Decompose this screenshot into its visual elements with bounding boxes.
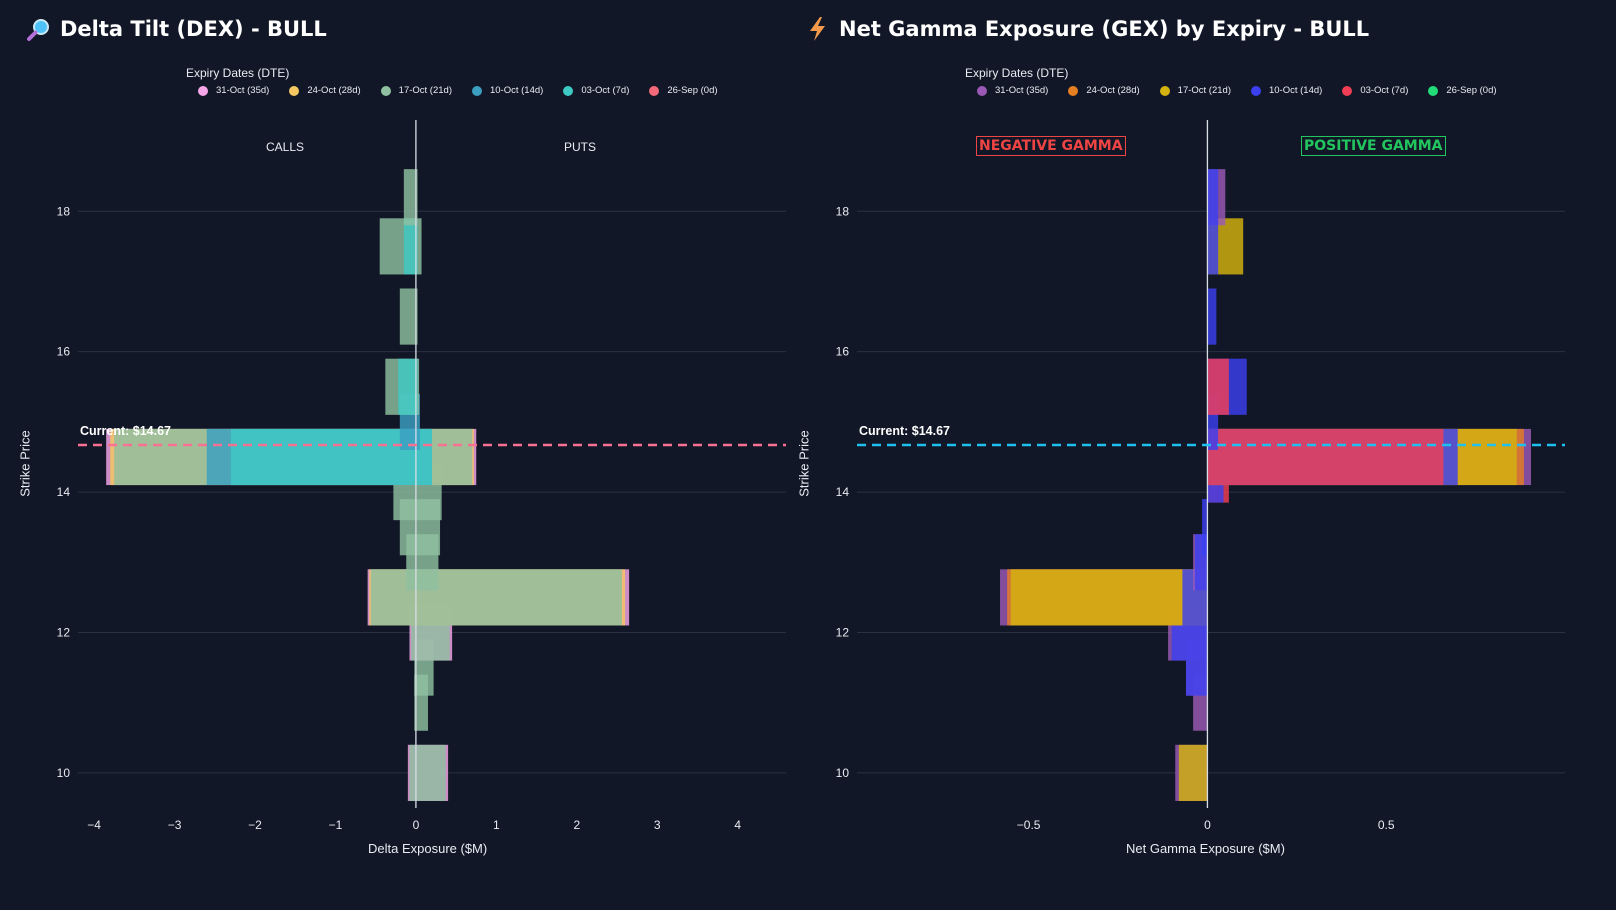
legend: 31-Oct (35d) 24-Oct (28d) 17-Oct (21d) 10-O… <box>198 85 738 96</box>
legend-swatch <box>1342 85 1353 96</box>
legend-label: 17-Oct (21d) <box>398 85 452 96</box>
y-tick-label: 12 <box>57 625 71 639</box>
legend-label: 10-Oct (14d) <box>1268 85 1323 96</box>
legend-swatch <box>649 85 660 96</box>
y-tick-label: 14 <box>57 485 71 499</box>
x-tick-label: 3 <box>654 818 661 832</box>
legend-item[interactable]: 31-Oct (35d) <box>198 85 269 96</box>
legend-item[interactable]: 26-Sep (0d) <box>1428 85 1497 96</box>
positive-gamma-label: POSITIVE GAMMA <box>1301 136 1446 156</box>
x-tick-label: −0.5 <box>1017 818 1041 832</box>
legend-swatch <box>289 85 300 96</box>
legend-swatch <box>1159 85 1170 96</box>
y-axis-label: Strike Price <box>17 430 33 497</box>
y-tick-label: 18 <box>57 204 71 218</box>
net-gamma-panel: Net Gamma Exposure (GEX) by Expiry - BUL… <box>779 0 1587 910</box>
legend-label: 03-Oct (7d) <box>1360 85 1409 96</box>
bar <box>1207 288 1217 345</box>
legend-label: 03-Oct (7d) <box>581 85 630 96</box>
bar <box>398 358 418 415</box>
puts-label: PUTS <box>564 140 597 154</box>
bar <box>230 428 432 486</box>
x-tick-label: −2 <box>248 818 262 832</box>
calls-label: CALLS <box>266 140 305 154</box>
bar <box>409 744 446 801</box>
y-tick-label: 14 <box>836 485 850 499</box>
legend-item[interactable]: 24-Oct (28d) <box>289 85 361 96</box>
legend-swatch <box>1428 85 1439 96</box>
lightning-icon <box>805 16 831 42</box>
legend-label: 17-Oct (21d) <box>1177 85 1231 96</box>
net-gamma-title-text: Net Gamma Exposure (GEX) by Expiry - BUL… <box>839 17 1370 41</box>
x-tick-label: −4 <box>87 818 101 832</box>
legend-label: 24-Oct (28d) <box>1086 85 1140 96</box>
legend-item[interactable]: 03-Oct (7d) <box>563 85 629 96</box>
legend-label: 26-Sep (0d) <box>1446 85 1497 96</box>
bar <box>1178 744 1208 801</box>
x-tick-label: 2 <box>573 818 580 832</box>
legend-item[interactable]: 03-Oct (7d) <box>1342 85 1408 96</box>
x-tick-label: 1 <box>493 818 500 832</box>
legend-title: Expiry Dates (DTE) <box>965 66 1069 80</box>
bar <box>403 169 418 226</box>
x-tick-label: 0 <box>1204 818 1211 832</box>
x-tick-label: 4 <box>734 818 741 832</box>
current-price-label: Current: $14.67 <box>859 424 951 438</box>
bar <box>1207 169 1219 226</box>
legend-item[interactable]: 17-Oct (21d) <box>1159 85 1231 96</box>
bar <box>1207 358 1229 415</box>
x-tick-label: 0.5 <box>1378 818 1395 832</box>
bar <box>1207 428 1444 486</box>
delta-tilt-panel: Delta Tilt (DEX) - BULL Expiry Dates (DT… <box>17 16 786 856</box>
y-tick-label: 12 <box>836 625 850 639</box>
x-axis-label: Net Gamma Exposure ($M) <box>1126 841 1285 856</box>
bar <box>399 288 418 345</box>
legend-label: 24-Oct (28d) <box>307 85 361 96</box>
legend: 31-Oct (35d) 24-Oct (28d) 17-Oct (21d) 10-O… <box>977 85 1517 96</box>
legend-label: 31-Oct (35d) <box>995 85 1049 96</box>
y-tick-label: 16 <box>57 345 71 359</box>
x-axis-label: Delta Exposure ($M) <box>368 841 488 856</box>
delta-tilt-title: Delta Tilt (DEX) - BULL <box>26 16 327 42</box>
legend-item[interactable]: 26-Sep (0d) <box>649 85 718 96</box>
x-tick-label: −3 <box>168 818 182 832</box>
bar <box>1207 218 1219 275</box>
legend-item[interactable]: 10-Oct (14d) <box>471 85 544 96</box>
legend-swatch <box>198 85 208 96</box>
bar <box>1202 499 1208 556</box>
legend-item[interactable]: 31-Oct (35d) <box>977 85 1048 96</box>
y-tick-label: 18 <box>836 204 850 218</box>
legend-title: Expiry Dates (DTE) <box>186 66 290 80</box>
bar <box>403 218 418 275</box>
legend-item[interactable]: 17-Oct (21d) <box>380 85 452 96</box>
y-tick-label: 16 <box>836 345 850 359</box>
legend-item[interactable]: 10-Oct (14d) <box>1250 85 1323 96</box>
legend-label: 26-Sep (0d) <box>667 85 718 96</box>
magnifier-icon <box>26 16 52 42</box>
legend-swatch <box>1250 85 1261 96</box>
bar <box>1010 569 1208 626</box>
legend-label: 31-Oct (35d) <box>216 85 270 96</box>
net-gamma-title: Net Gamma Exposure (GEX) by Expiry - BUL… <box>805 16 1369 42</box>
y-tick-label: 10 <box>57 766 71 780</box>
y-axis-label: Strike Price <box>796 430 812 497</box>
x-tick-label: −1 <box>329 818 343 832</box>
delta-tilt-title-text: Delta Tilt (DEX) - BULL <box>60 17 327 41</box>
x-tick-label: 0 <box>413 818 420 832</box>
legend-swatch <box>563 85 574 96</box>
legend-label: 10-Oct (14d) <box>489 85 544 96</box>
legend-swatch <box>471 85 482 96</box>
y-tick-label: 10 <box>836 766 850 780</box>
current-price-label: Current: $14.67 <box>80 424 172 438</box>
bar <box>1207 393 1219 450</box>
legend-swatch <box>977 85 987 96</box>
legend-swatch <box>380 85 391 96</box>
negative-gamma-label: NEGATIVE GAMMA <box>976 136 1126 156</box>
net-gamma-plot: 10 12 14 16 18 −0.5 0 0.5 <box>836 120 1565 832</box>
legend-item[interactable]: 24-Oct (28d) <box>1068 85 1140 96</box>
legend-swatch <box>1068 85 1079 96</box>
